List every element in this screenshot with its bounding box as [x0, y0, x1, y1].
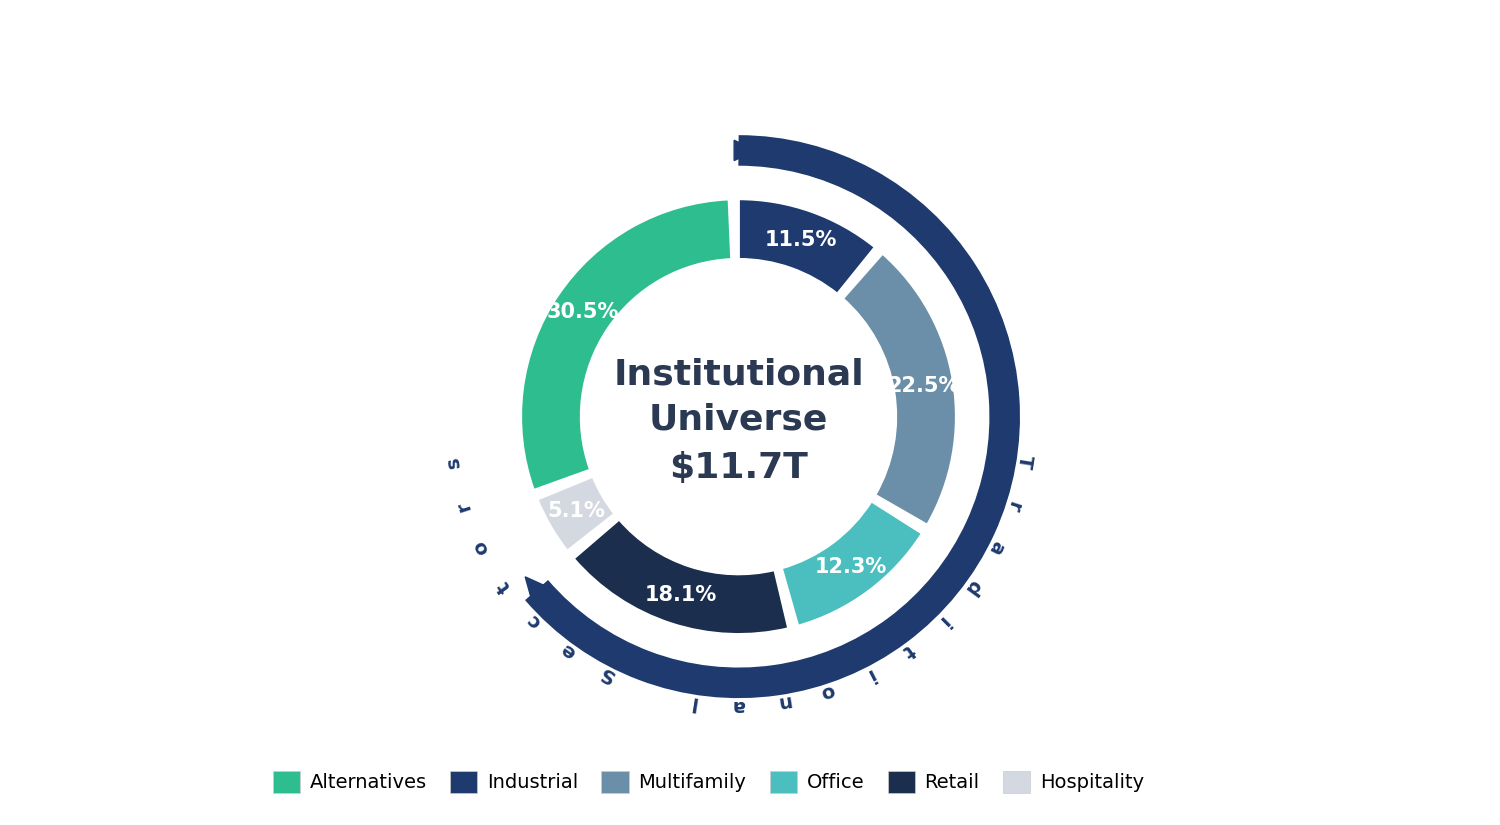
Text: d: d: [960, 575, 984, 597]
Polygon shape: [525, 577, 548, 600]
Text: e: e: [558, 639, 579, 662]
Text: o: o: [819, 681, 837, 703]
Text: 30.5%: 30.5%: [546, 302, 620, 322]
Wedge shape: [843, 253, 957, 526]
Text: 5.1%: 5.1%: [548, 501, 606, 521]
Text: a: a: [732, 696, 746, 715]
Legend: Alternatives, Industrial, Multifamily, Office, Retail, Hospitality: Alternatives, Industrial, Multifamily, O…: [264, 763, 1152, 801]
Text: o: o: [470, 537, 492, 558]
Wedge shape: [537, 476, 615, 551]
Text: Universe: Universe: [650, 403, 828, 436]
Text: t: t: [898, 640, 918, 661]
Text: r: r: [453, 498, 474, 513]
Text: S: S: [597, 662, 618, 686]
Text: $11.7T: $11.7T: [669, 451, 808, 485]
Text: s: s: [442, 455, 464, 469]
Wedge shape: [738, 199, 876, 295]
Wedge shape: [573, 519, 789, 634]
Text: n: n: [776, 691, 792, 713]
Text: l: l: [688, 692, 698, 712]
Text: i: i: [862, 664, 877, 684]
Polygon shape: [734, 140, 756, 161]
Text: T: T: [1014, 454, 1035, 470]
Text: 18.1%: 18.1%: [645, 585, 717, 605]
Text: t: t: [495, 577, 514, 596]
Text: a: a: [984, 538, 1008, 558]
Text: i: i: [933, 612, 952, 630]
Text: r: r: [1002, 498, 1025, 513]
Wedge shape: [520, 199, 732, 490]
Text: Institutional: Institutional: [614, 357, 864, 391]
Text: 22.5%: 22.5%: [888, 376, 960, 396]
Text: c: c: [524, 610, 544, 632]
Wedge shape: [782, 501, 922, 626]
Text: 12.3%: 12.3%: [815, 557, 886, 577]
Text: 11.5%: 11.5%: [765, 230, 837, 250]
